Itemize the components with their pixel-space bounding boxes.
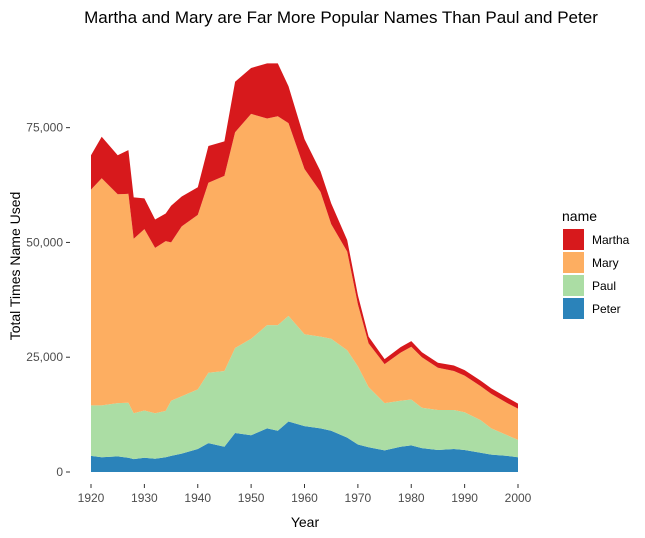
legend-swatch-martha [563, 229, 584, 250]
legend-label-peter: Peter [592, 302, 621, 316]
legend-label-mary: Mary [592, 256, 619, 270]
legend-swatch-mary [563, 252, 584, 273]
x-tick-label: 1970 [345, 491, 372, 505]
area-paul [91, 315, 518, 460]
x-axis-title: Year [291, 514, 320, 530]
y-axis-title: Total Times Name Used [7, 192, 23, 341]
y-tick-label: 0 [56, 465, 63, 479]
legend-title: name [562, 208, 597, 224]
chart-title: Martha and Mary are Far More Popular Nam… [84, 8, 598, 27]
x-tick-label: 1930 [131, 491, 158, 505]
y-tick-label: 25,000 [26, 350, 63, 364]
area-peter [91, 421, 518, 472]
legend: name Martha Mary Paul Peter [562, 208, 630, 319]
x-tick-label: 1980 [398, 491, 425, 505]
legend-swatch-paul [563, 275, 584, 296]
x-tick-label: 2000 [505, 491, 532, 505]
x-tick-label: 1960 [291, 491, 318, 505]
x-tick-label: 1990 [451, 491, 478, 505]
x-tick-label: 1920 [78, 491, 105, 505]
legend-label-paul: Paul [592, 279, 616, 293]
y-axis: 0 25,000 50,000 75,000 [26, 121, 70, 479]
legend-swatch-peter [563, 298, 584, 319]
area-mary [91, 113, 518, 440]
legend-label-martha: Martha [592, 233, 630, 247]
x-axis: 1920 1930 1940 1950 1960 1970 1980 1990 2000 [78, 484, 532, 505]
y-tick-label: 50,000 [26, 235, 63, 249]
x-tick-label: 1950 [238, 491, 265, 505]
x-tick-label: 1940 [184, 491, 211, 505]
area-layers [91, 63, 518, 472]
y-tick-label: 75,000 [26, 121, 63, 135]
